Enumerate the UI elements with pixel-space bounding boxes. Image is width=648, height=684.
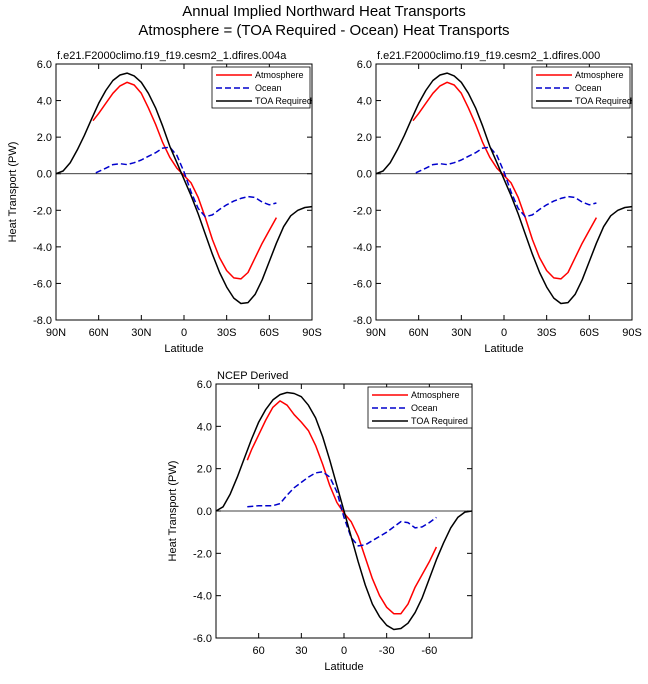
y-tick-label: 2.0: [357, 132, 372, 144]
y-tick-label: -4.0: [33, 242, 52, 254]
series-line-ocean: [247, 471, 437, 547]
y-tick-label: -8.0: [33, 315, 52, 327]
panel-title: f.e21.F2000climo.f19_f19.cesm2_1.dfires.…: [377, 50, 600, 62]
figure-title-line1: Annual Implied Northward Heat Transports: [182, 3, 466, 20]
y-tick-label: 2.0: [197, 464, 212, 476]
y-tick-label: 4.0: [37, 96, 52, 108]
x-tick-label: 90N: [46, 327, 66, 339]
x-tick-label: 0: [181, 327, 187, 339]
y-tick-label: 6.0: [357, 59, 372, 71]
x-tick-label: 90S: [302, 327, 322, 339]
panel-title: NCEP Derived: [217, 370, 288, 382]
y-tick-label: -6.0: [353, 278, 372, 290]
x-tick-label: -60: [421, 645, 437, 657]
series-line-toa-required: [55, 72, 313, 305]
y-tick-label: -6.0: [33, 278, 52, 290]
series-line-atmosphere: [412, 81, 598, 280]
x-tick-label: 0: [501, 327, 507, 339]
panel-title: f.e21.F2000climo.f19_f19.cesm2_1.dfires.…: [57, 50, 287, 62]
y-tick-label: -4.0: [193, 591, 212, 603]
legend-entry: TOA Required: [411, 416, 468, 426]
series-line-atmosphere: [92, 81, 278, 280]
series-line-ocean: [415, 146, 597, 218]
x-tick-label: 30S: [217, 327, 237, 339]
y-tick-label: 0.0: [37, 169, 52, 181]
y-tick-label: -2.0: [193, 548, 212, 560]
y-tick-label: -4.0: [353, 242, 372, 254]
legend-entry: Atmosphere: [411, 390, 460, 400]
series-line-atmosphere: [246, 400, 438, 615]
y-tick-label: 6.0: [37, 59, 52, 71]
y-tick-label: -8.0: [353, 315, 372, 327]
x-tick-label: 60S: [580, 327, 600, 339]
legend-entry: Atmosphere: [575, 70, 624, 80]
y-tick-label: 4.0: [357, 96, 372, 108]
y-axis-label: Heat Transport (PW): [7, 142, 19, 243]
legend-entry: Ocean: [411, 403, 438, 413]
chart-panel-004a: 90N 60N 30N 0 30S 60S 90S -8.0 -6.0 -4.0 -2.0 0.0 2.…: [7, 50, 322, 355]
y-tick-label: 0.0: [357, 169, 372, 181]
x-tick-label: 0: [341, 645, 347, 657]
y-tick-label: 4.0: [197, 421, 212, 433]
legend-entry: Ocean: [255, 83, 282, 93]
legend-entry: TOA Required: [575, 96, 632, 106]
x-tick-label: 60S: [260, 327, 280, 339]
chart-panel-ncep: 60 30 0 -30 -60 -6.0 -4.0 -2.0 0.0 2.0 4.0 6.0 NCEP …: [167, 370, 473, 673]
x-tick-label: 60N: [89, 327, 109, 339]
x-tick-label: 30N: [131, 327, 151, 339]
legend-entry: Ocean: [575, 83, 602, 93]
x-tick-label: 90N: [366, 327, 386, 339]
x-tick-label: 30N: [451, 327, 471, 339]
x-tick-label: 90S: [622, 327, 642, 339]
y-tick-label: -6.0: [193, 633, 212, 645]
x-axis-label: Latitude: [164, 343, 203, 355]
chart-panel-000: 90N 60N 30N 0 30S 60S 90S -8.0 -6.0 -4.0 -2.0 0.0 2.…: [353, 50, 642, 355]
x-tick-label: -30: [379, 645, 395, 657]
x-axis-label: Latitude: [484, 343, 523, 355]
y-tick-label: 0.0: [197, 506, 212, 518]
x-tick-label: 60: [253, 645, 265, 657]
legend-entry: Atmosphere: [255, 70, 304, 80]
x-tick-label: 60N: [409, 327, 429, 339]
y-tick-label: 6.0: [197, 379, 212, 391]
series-line-toa-required: [375, 72, 633, 305]
y-tick-label: -2.0: [33, 205, 52, 217]
legend-entry: TOA Required: [255, 96, 312, 106]
x-tick-label: 30: [295, 645, 307, 657]
figure-title-line2: Atmosphere = (TOA Required - Ocean) Heat…: [138, 22, 510, 39]
y-tick-label: 2.0: [37, 132, 52, 144]
y-tick-label: -2.0: [353, 205, 372, 217]
series-line-toa-required: [215, 391, 473, 631]
x-tick-label: 30S: [537, 327, 557, 339]
x-axis-label: Latitude: [324, 661, 363, 673]
y-axis-label: Heat Transport (PW): [167, 461, 179, 562]
series-line-ocean: [95, 146, 277, 218]
